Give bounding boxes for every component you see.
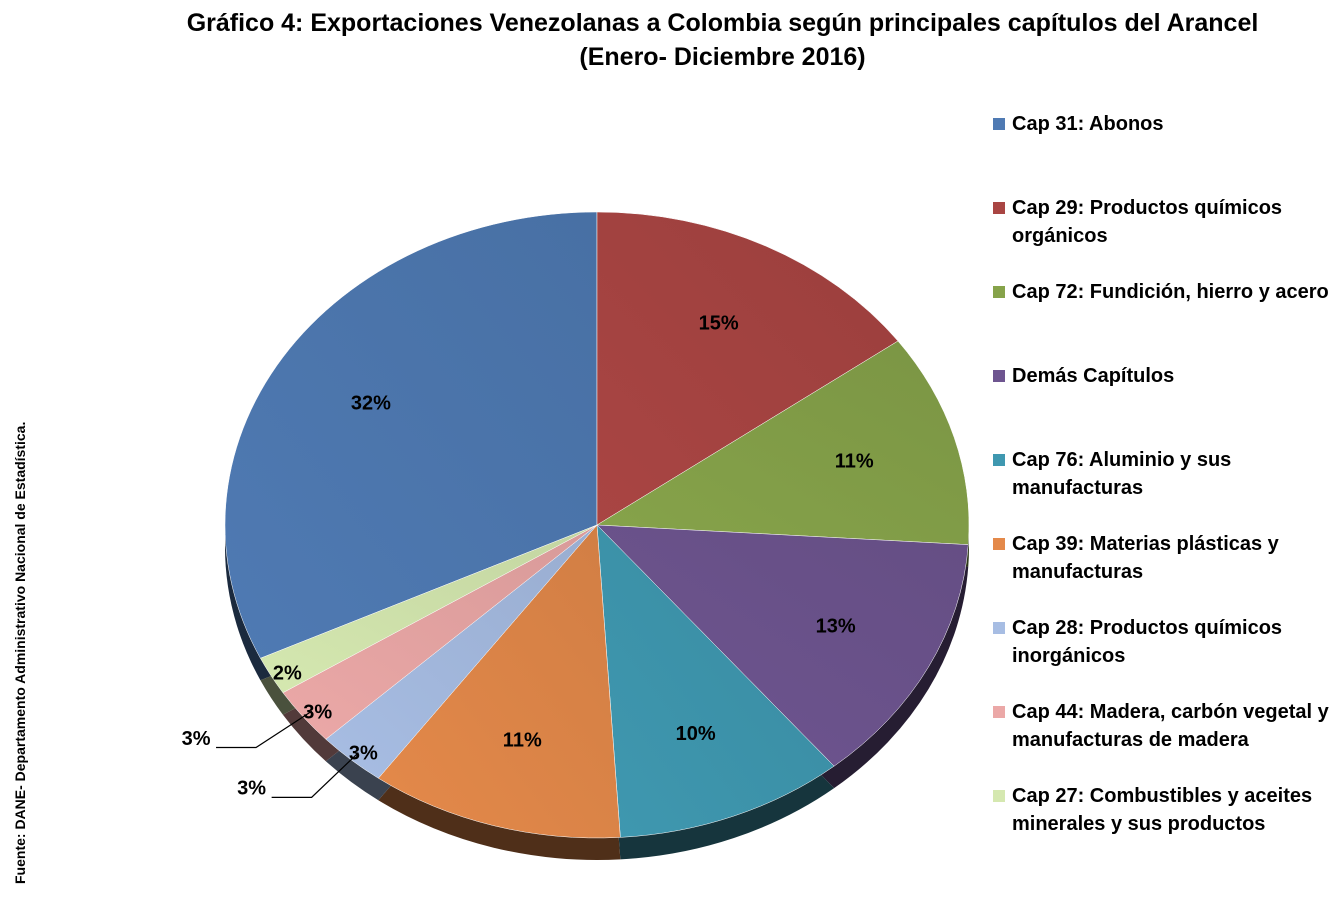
legend-entry: Cap 39: Materias plásticas y manufactura… xyxy=(993,530,1333,614)
legend-entry: Demás Capítulos xyxy=(993,362,1333,446)
legend-label: Cap 31: Abonos xyxy=(1012,113,1164,135)
legend-label: Cap 76: Aluminio y sus manufacturas xyxy=(1012,449,1232,499)
legend-swatch xyxy=(993,286,1005,298)
data-label: 10% xyxy=(676,723,716,745)
data-label: 3% xyxy=(237,778,266,800)
legend-label: Cap 29: Productos químicos orgánicos xyxy=(1012,197,1283,247)
data-label: 2% xyxy=(273,663,302,685)
data-label: 13% xyxy=(816,616,856,638)
legend-swatch xyxy=(993,538,1005,550)
legend-label: Cap 39: Materias plásticas y manufactura… xyxy=(1012,533,1279,583)
data-label: 11% xyxy=(503,730,542,752)
legend-swatch xyxy=(993,370,1005,382)
legend-entry: Cap 31: Abonos xyxy=(993,110,1333,194)
legend-swatch xyxy=(993,622,1005,634)
legend-entry: Cap 28: Productos químicos inorgánicos xyxy=(993,614,1333,698)
slice xyxy=(596,524,969,767)
legend-entry: Cap 27: Combustibles y aceites minerales… xyxy=(993,782,1333,866)
slice xyxy=(224,211,598,659)
slice xyxy=(596,211,899,526)
legend-entry: Cap 44: Madera, carbón vegetal y manufac… xyxy=(993,698,1333,782)
slice xyxy=(596,340,970,545)
legend-swatch xyxy=(993,202,1005,214)
slice xyxy=(260,524,598,694)
chart-title: Gráfico 4: Exportaciones Venezolanas a C… xyxy=(186,9,1259,71)
legend-swatch xyxy=(993,790,1005,802)
legend-entry: Cap 72: Fundición, hierro y acero xyxy=(993,278,1333,362)
slice xyxy=(596,524,835,838)
leader-line xyxy=(216,710,313,749)
legend-label: Cap 44: Madera, carbón vegetal y manufac… xyxy=(1012,701,1329,751)
slice xyxy=(377,524,621,839)
chart: 32%15%11%13%10%11%3%3%3%3%2% xyxy=(182,211,970,860)
legend-swatch xyxy=(993,706,1005,718)
legend: Cap 31: Abonos Cap 29: Productos químicos… xyxy=(993,110,1333,866)
legend-swatch xyxy=(993,454,1005,466)
legend-entry: Cap 76: Aluminio y sus manufacturas xyxy=(993,446,1333,530)
leader-line xyxy=(271,752,359,798)
data-label: 3% xyxy=(349,742,378,764)
legend-label: Cap 72: Fundición, hierro y acero xyxy=(1012,281,1329,303)
data-label: 15% xyxy=(699,312,739,334)
data-label: 11% xyxy=(835,450,874,472)
legend-label: Demás Capítulos xyxy=(1012,365,1175,387)
legend-entry: Cap 29: Productos químicos orgánicos xyxy=(993,194,1333,278)
data-label: 3% xyxy=(182,728,211,750)
legend-swatch xyxy=(993,118,1005,130)
source-note: Fuente: DANE- Departamento Administrativ… xyxy=(12,421,28,884)
data-label: 32% xyxy=(351,393,391,415)
legend-label: Cap 27: Combustibles y aceites minerales… xyxy=(1012,785,1313,835)
data-label: 3% xyxy=(303,702,332,724)
legend-label: Cap 28: Productos químicos inorgánicos xyxy=(1012,617,1283,667)
